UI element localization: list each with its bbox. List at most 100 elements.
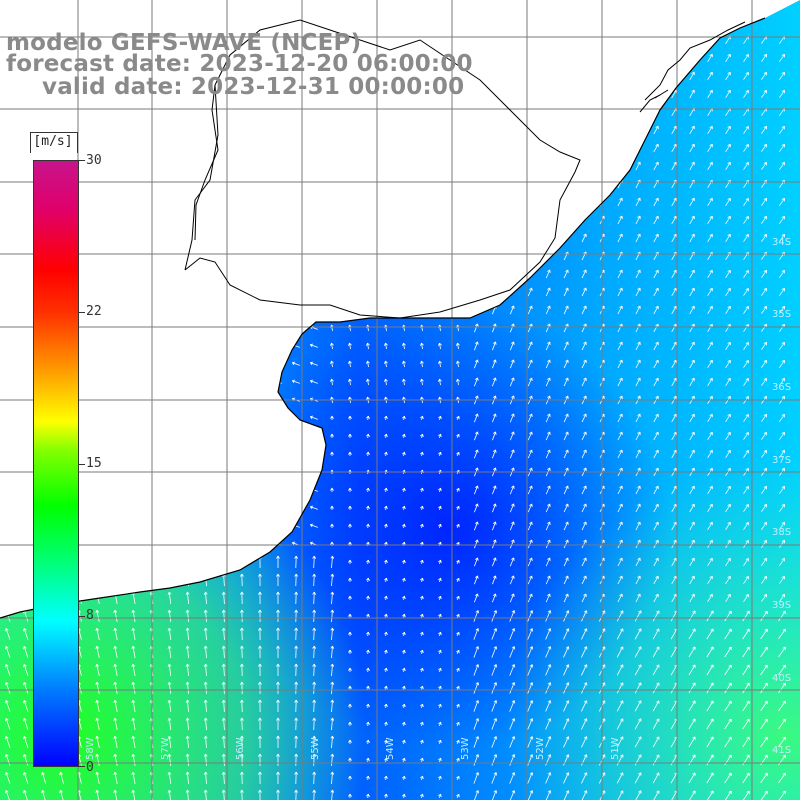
- wind-arrow: [185, 609, 190, 623]
- wind-arrow: [724, 682, 732, 694]
- wind-arrow: [474, 431, 479, 441]
- wind-arrow: [761, 359, 767, 368]
- wind-arrow: [366, 306, 370, 314]
- wind-arrow: [113, 699, 118, 712]
- wind-arrow: [23, 591, 29, 604]
- wind-arrow: [165, 235, 174, 240]
- wind-arrow: [671, 305, 677, 315]
- wind-arrow: [509, 377, 515, 387]
- wind-arrow: [456, 793, 460, 798]
- wind-arrow: [725, 197, 731, 207]
- wind-arrow: [201, 451, 210, 456]
- wind-arrow: [111, 109, 120, 114]
- lat-label: 36S: [772, 382, 791, 393]
- wind-arrow: [635, 305, 641, 315]
- wind-arrow: [111, 415, 120, 420]
- wind-arrow: [420, 703, 424, 709]
- wind-arrow: [581, 305, 587, 315]
- wind-arrow: [743, 269, 749, 278]
- wind-arrow: [237, 235, 246, 240]
- wind-arrow: [131, 555, 136, 568]
- wind-arrow: [545, 323, 551, 333]
- wind-arrow: [456, 36, 460, 44]
- wind-arrow: [581, 575, 587, 585]
- wind-arrow: [165, 307, 174, 312]
- wind-arrow: [617, 359, 623, 369]
- wind-arrow: [201, 361, 210, 366]
- wind-arrow: [23, 681, 29, 694]
- wind-arrow: [113, 681, 118, 694]
- wind-arrow: [545, 718, 552, 730]
- wind-arrow: [492, 53, 497, 63]
- wind-arrow: [384, 433, 388, 439]
- wind-arrow: [201, 523, 210, 528]
- wind-arrow: [402, 595, 406, 601]
- wind-arrow: [527, 251, 533, 261]
- wind-arrow: [237, 199, 246, 204]
- wind-arrow: [5, 573, 11, 586]
- wind-arrow: [203, 609, 208, 623]
- wind-arrow: [221, 735, 226, 749]
- wind-arrow: [309, 145, 318, 150]
- wind-arrow: [5, 627, 11, 640]
- wind-arrow: [456, 234, 460, 242]
- wind-arrow: [706, 646, 714, 658]
- wind-arrow: [330, 342, 334, 350]
- wind-arrow: [706, 700, 714, 712]
- wind-arrow: [237, 361, 246, 366]
- wind-arrow: [761, 161, 767, 170]
- wind-arrow: [330, 555, 335, 569]
- wind-arrow: [545, 664, 552, 676]
- wind-arrow: [276, 663, 280, 676]
- wind-arrow: [707, 53, 713, 63]
- wind-arrow: [635, 539, 641, 549]
- wind-arrow: [165, 199, 174, 204]
- wind-arrow: [183, 181, 192, 186]
- wind-arrow: [761, 377, 767, 386]
- wind-arrow: [93, 433, 102, 438]
- wind-arrow: [724, 718, 732, 730]
- wind-arrow: [384, 234, 388, 242]
- wind-arrow: [563, 377, 569, 387]
- wind-arrow: [309, 415, 318, 420]
- wind-arrow: [724, 772, 732, 784]
- wind-arrow: [652, 646, 660, 658]
- wind-arrow: [527, 449, 533, 459]
- wind-arrow: [330, 378, 334, 386]
- wind-arrow: [563, 610, 570, 622]
- wind-arrow: [725, 485, 731, 495]
- model-title: modelo GEFS-WAVE (NCEP): [6, 30, 362, 56]
- wind-arrow: [167, 699, 172, 712]
- wind-arrow: [617, 215, 623, 225]
- wind-arrow: [761, 485, 767, 494]
- wind-arrow: [165, 163, 174, 168]
- wind-arrow: [671, 449, 677, 459]
- colorbar-tick-label: 8: [86, 608, 94, 623]
- wind-arrow: [273, 271, 282, 276]
- wind-arrow: [420, 144, 424, 152]
- wind-arrow: [742, 772, 750, 784]
- wind-arrow: [616, 610, 624, 622]
- wind-arrow: [563, 71, 569, 81]
- wind-arrow: [366, 559, 370, 565]
- wind-arrow: [348, 144, 352, 152]
- wind-arrow: [438, 144, 442, 152]
- wind-arrow: [402, 360, 406, 368]
- wind-arrow: [581, 377, 587, 387]
- wind-arrow: [111, 487, 120, 492]
- wind-arrow: [778, 628, 786, 640]
- wind-arrow: [294, 609, 299, 623]
- wind-arrow: [95, 753, 100, 766]
- wind-arrow: [456, 144, 460, 152]
- wind-arrow: [23, 627, 29, 640]
- wind-arrow: [348, 234, 352, 242]
- wind-arrow: [617, 431, 623, 441]
- wind-arrow: [473, 682, 480, 694]
- wind-arrow: [581, 539, 587, 549]
- colorbar-tick-mark: [79, 464, 85, 465]
- wind-arrow: [309, 505, 318, 510]
- lon-label: 57W: [160, 737, 171, 760]
- wind-arrow: [201, 505, 210, 510]
- wind-arrow: [201, 289, 210, 294]
